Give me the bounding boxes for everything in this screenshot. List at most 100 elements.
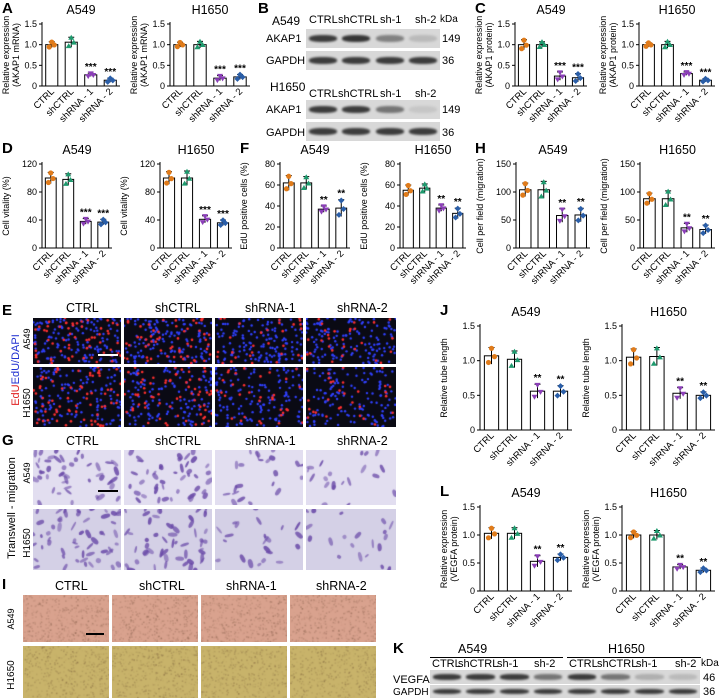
y-axis-label: (VEGFA protein) [591, 516, 601, 582]
data-point [539, 39, 545, 45]
data-point [491, 354, 498, 360]
blot-band [601, 674, 630, 680]
panel-letter-g: G [2, 432, 14, 449]
g-side-label: Transwell - migration [6, 457, 18, 559]
y-axis-label: Relative expression [474, 16, 484, 95]
micrograph-transwell-h1650-ctrl [33, 509, 121, 570]
bar [419, 187, 431, 249]
bar [625, 356, 642, 431]
y-tick-label: 150 [620, 159, 635, 169]
y-axis-label: (VEGFA protein) [449, 516, 459, 582]
g-col-shrna2: shRNA-2 [337, 434, 388, 448]
y-axis-label: Relative expression [129, 16, 139, 95]
bar [483, 355, 500, 431]
significance-label: ** [454, 197, 462, 208]
significance-label: ** [699, 557, 707, 568]
y-tick-label: 80 [385, 159, 395, 169]
y-tick-label: 1.0 [604, 356, 617, 366]
blot-k-row-gapdh: GAPDH [393, 687, 429, 698]
bar [317, 208, 330, 249]
y-tick-label: 1.0 [462, 530, 475, 540]
data-point [577, 75, 584, 82]
blot-band [635, 674, 664, 680]
significance-label: *** [80, 208, 92, 219]
data-point [560, 388, 567, 395]
panel-letter-b: B [258, 0, 269, 17]
data-point [239, 74, 246, 81]
bar [216, 222, 230, 249]
data-point [557, 383, 564, 390]
y-tick-label: 0.5 [604, 558, 617, 568]
significance-label: ** [676, 377, 684, 388]
data-point [686, 226, 693, 232]
y-tick-label: 0.5 [24, 60, 37, 70]
data-point [519, 46, 525, 52]
y-tick-label: 80 [265, 159, 275, 169]
data-point [521, 37, 527, 43]
data-point [685, 71, 692, 77]
data-point [666, 41, 673, 47]
bar [45, 44, 59, 87]
significance-label: ** [676, 554, 684, 565]
chart-title: H1650 [415, 143, 452, 157]
data-point [575, 71, 581, 78]
bar [695, 394, 712, 431]
bar [162, 177, 176, 249]
y-tick-label: 20 [385, 222, 395, 232]
chart-title: A549 [66, 3, 95, 17]
micrograph-transwell-a549-shctrl [124, 450, 212, 505]
chart-title: A549 [536, 3, 565, 17]
data-point [488, 345, 495, 351]
data-point [648, 42, 654, 48]
e-row-a549: A549 [22, 328, 32, 350]
data-point [90, 73, 97, 79]
blot-k-header: CTRL [432, 658, 461, 670]
blot-band [432, 688, 462, 695]
y-tick-label: 0.5 [462, 558, 475, 568]
significance-label: ** [557, 543, 565, 554]
blot-band [466, 688, 495, 695]
panel-letter-e: E [2, 302, 13, 319]
data-point [577, 205, 584, 212]
data-point [705, 226, 712, 233]
scale-bar-e [98, 354, 118, 356]
bar [300, 182, 313, 249]
data-point [407, 188, 413, 194]
data-point [644, 200, 650, 206]
i-row-a549: A549 [6, 608, 16, 630]
data-point [335, 211, 342, 218]
blot-b2-header-sh2: sh-2 [415, 88, 437, 100]
data-point [403, 191, 409, 198]
blot-k-kda-vegfa: 46 [703, 672, 716, 684]
micrograph-tube-h1650-shctrl [112, 646, 198, 698]
data-point [485, 359, 492, 366]
significance-label: *** [681, 61, 693, 72]
blot-band [342, 127, 371, 136]
y-axis-label: (AKAP1 mRNA) [139, 23, 149, 87]
y-tick-label: 1.5 [604, 321, 617, 331]
bar [483, 532, 500, 592]
data-point [454, 205, 461, 212]
blot-k-header: CTRL [569, 658, 598, 670]
data-point [511, 348, 518, 354]
y-tick-label: 50 [625, 215, 635, 225]
bar [435, 207, 447, 249]
blot-k-row-vegfa: VEGFA [393, 674, 430, 686]
blot-band [308, 127, 337, 136]
panel-letter-d: D [2, 140, 13, 157]
data-point [554, 557, 561, 564]
y-tick-label: 0 [270, 243, 275, 253]
micrograph-transwell-a549-shrna1 [215, 450, 303, 505]
data-point [508, 534, 515, 540]
blot-band [533, 688, 563, 695]
blot-band [308, 105, 337, 114]
panel-letter-j: J [440, 302, 449, 319]
data-point [288, 181, 294, 187]
bar [282, 182, 295, 249]
blot-band [375, 127, 404, 136]
data-point [631, 529, 637, 535]
y-tick-label: 120 [140, 159, 155, 169]
data-point [662, 201, 669, 207]
